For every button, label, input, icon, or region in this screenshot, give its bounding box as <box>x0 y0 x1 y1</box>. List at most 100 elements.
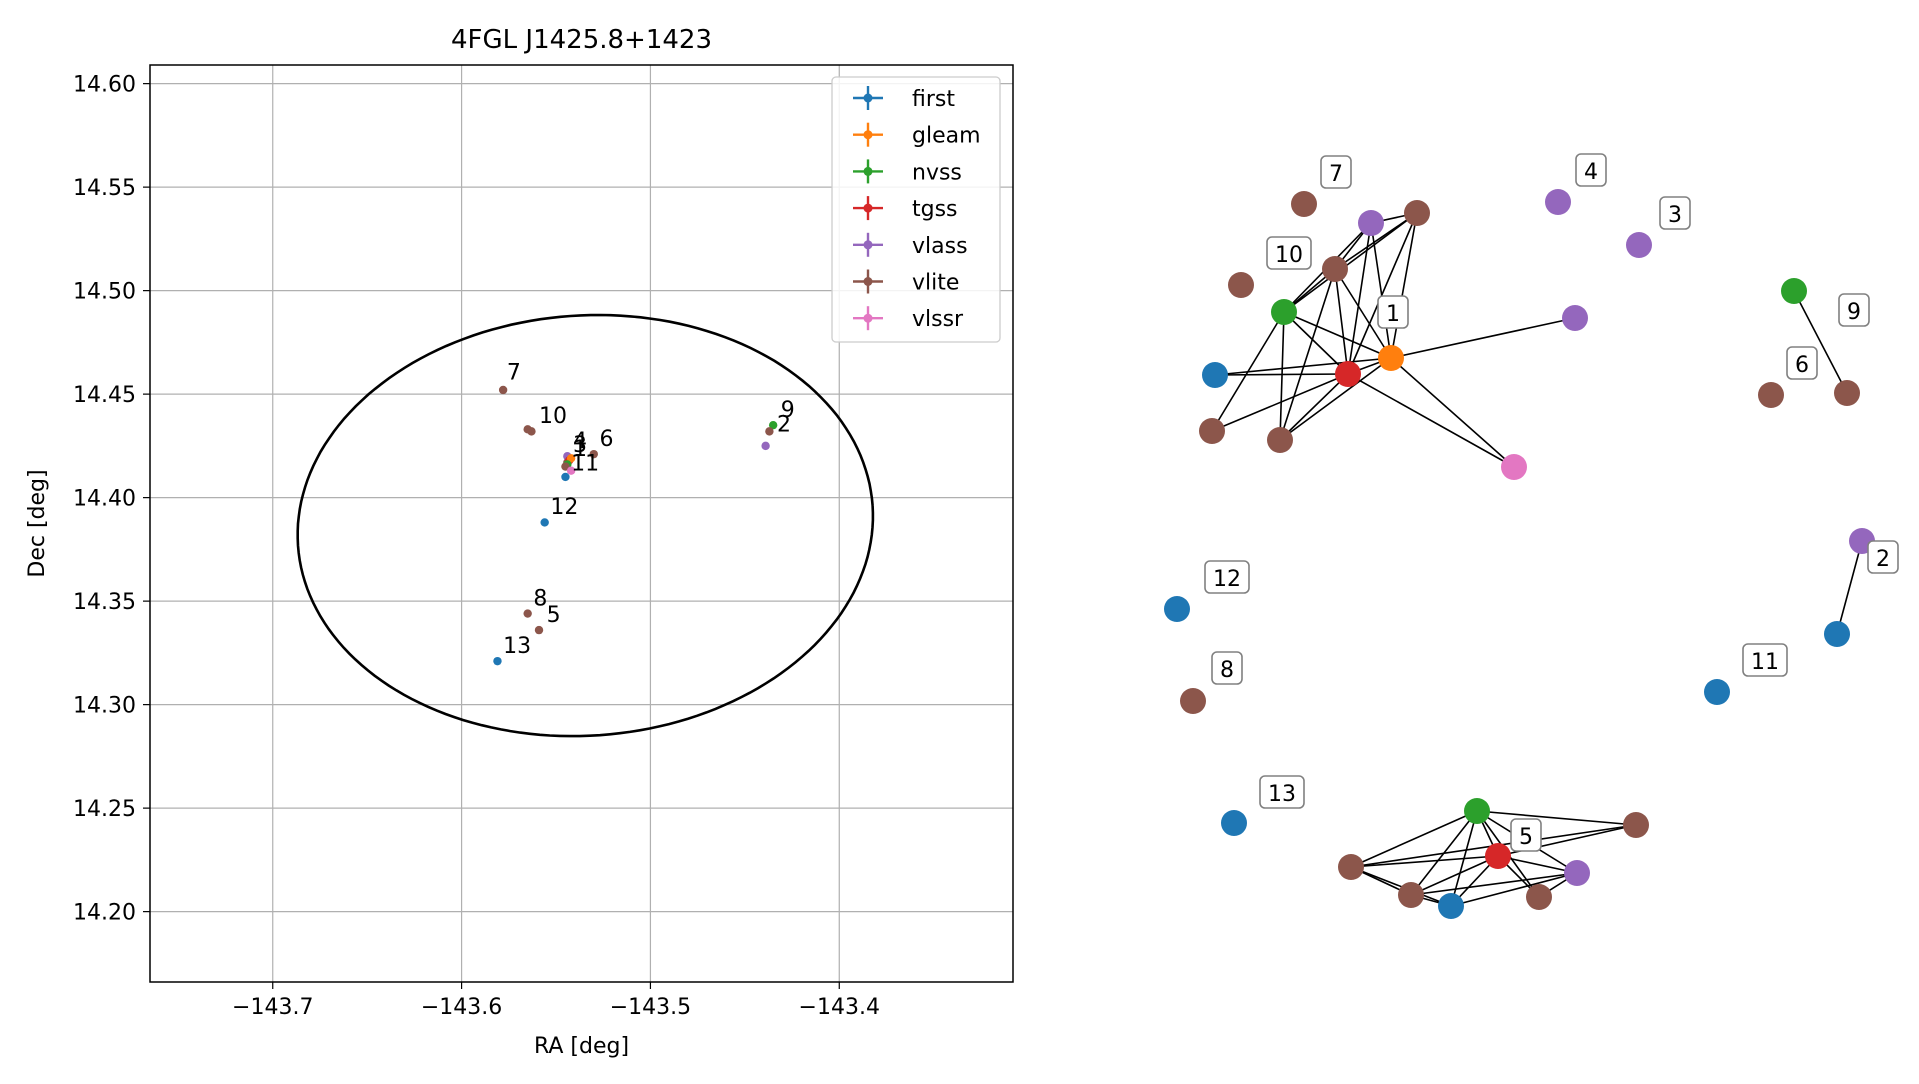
group-label-box <box>1259 775 1305 809</box>
graph-node-vlite <box>1180 688 1206 714</box>
y-axis-label: Dec [deg] <box>25 469 50 577</box>
group-label-box <box>1659 196 1691 230</box>
graph-node-vlite <box>1526 884 1552 910</box>
group-label-text: 3 <box>1668 203 1682 228</box>
graph-edge <box>1214 373 1349 376</box>
graph-node-gleam <box>1378 345 1404 371</box>
points-layer <box>493 385 778 666</box>
group-label-text: 1 <box>1386 302 1400 327</box>
group-label-text: 8 <box>1220 658 1234 683</box>
group-label: 3 <box>1659 196 1691 230</box>
group-label: 2 <box>1867 540 1899 574</box>
group-label-box <box>1377 295 1409 329</box>
legend-marker <box>863 130 873 140</box>
source-point-vlssr <box>566 466 576 475</box>
graph-node-vlite <box>1228 272 1254 298</box>
point-label: 4 <box>573 429 587 454</box>
legend-item-gleam: gleam <box>853 122 981 149</box>
x-tick-label: −143.6 <box>421 995 502 1020</box>
group-label-text: 6 <box>1795 353 1809 378</box>
group-label: 4 <box>1575 153 1607 187</box>
graph-edge <box>1350 810 1478 868</box>
y-tick-label: 14.30 <box>73 694 136 719</box>
legend-box <box>831 76 1001 343</box>
source-point-vlite <box>523 609 532 618</box>
group-label-box <box>1786 346 1818 380</box>
graph-edge <box>1214 357 1392 376</box>
nodes-layer <box>1164 189 1875 919</box>
point-label: 8 <box>533 586 547 611</box>
graph-edge <box>1836 540 1863 635</box>
group-label-text: 2 <box>1876 547 1890 572</box>
group-label-text: 12 <box>1213 567 1241 592</box>
graph-edge <box>1347 222 1372 375</box>
graph-node-first <box>1164 596 1190 622</box>
graph-edge <box>1390 317 1576 359</box>
source-point-vlite <box>498 385 508 395</box>
graph-node-vlass <box>1358 210 1384 236</box>
legend-marker <box>863 313 873 323</box>
group-label-text: 4 <box>1584 160 1598 185</box>
graph-node-first <box>1824 621 1850 647</box>
point-label: 5 <box>547 603 561 628</box>
graph-node-nvss <box>1781 278 1807 304</box>
y-tick-label: 14.25 <box>73 797 136 822</box>
group-label-box <box>1211 651 1243 685</box>
ticks-layer: −143.7 −143.6 −143.5 −143.4 14.20 14.25 14.30 1… <box>73 73 880 1020</box>
group-label-box <box>1320 155 1352 189</box>
graph-node-vlite <box>1404 200 1430 226</box>
source-point-vlite <box>534 625 544 635</box>
graph-edge <box>1283 311 1392 359</box>
y-tick-label: 14.20 <box>73 901 136 926</box>
source-point-gleam <box>566 454 576 463</box>
group-label-text: 11 <box>1751 650 1779 675</box>
legend-label: first <box>912 87 955 112</box>
group-label: 5 <box>1510 818 1542 852</box>
source-point-vlite <box>589 449 598 459</box>
graph-edge <box>1334 268 1349 375</box>
group-label: 13 <box>1259 775 1305 809</box>
graph-edge <box>1347 212 1418 375</box>
legend-item-vlssr: vlssr <box>853 306 964 332</box>
group-label-box <box>1575 153 1607 187</box>
graph-edge <box>1410 872 1578 896</box>
legend-item-vlite: vlite <box>853 269 959 296</box>
graph-edge <box>1347 373 1515 468</box>
group-label: 9 <box>1838 293 1870 327</box>
graph-edge <box>1279 357 1392 441</box>
graph-node-vlite <box>1291 191 1317 217</box>
y-tick-label: 14.35 <box>73 590 136 615</box>
y-tick-label: 14.60 <box>73 73 136 98</box>
source-point-vlass <box>761 441 770 451</box>
graph-edge <box>1350 855 1499 868</box>
legend-item-nvss: nvss <box>853 159 962 185</box>
graph-edge <box>1390 212 1418 359</box>
group-label: 12 <box>1204 560 1250 594</box>
group-label-text: 9 <box>1847 300 1861 325</box>
source-point-vlite <box>523 425 532 434</box>
legend-label: vlite <box>912 271 959 296</box>
legend-marker <box>863 93 873 103</box>
graph-node-vlite <box>1199 418 1225 444</box>
group-label-box <box>1204 560 1250 594</box>
error-ellipse-layer <box>296 313 875 738</box>
graph-node-vlass <box>1562 305 1588 331</box>
legend: first gleam nvss tgss vlass vlite vlssr <box>831 76 1001 343</box>
group-label-box <box>1742 643 1788 677</box>
group-label-text: 13 <box>1268 782 1296 807</box>
graph-node-vlite <box>1338 854 1364 880</box>
legend-marker <box>863 277 873 286</box>
graph-node-vlite <box>1758 382 1784 408</box>
graph-node-vlite <box>1834 380 1860 406</box>
graph-edge <box>1279 311 1285 441</box>
graph-node-vlite <box>1267 427 1293 453</box>
group-labels-layer: 7 4 3 10 1 9 6 2 12 11 8 13 5 <box>1204 153 1899 852</box>
point-label: 2 <box>777 412 791 437</box>
group-label: 10 <box>1266 236 1312 270</box>
graph-node-first <box>1438 893 1464 919</box>
graph-node-first <box>1221 810 1247 836</box>
legend-label: vlssr <box>912 307 964 332</box>
y-tick-label: 14.55 <box>73 176 136 201</box>
source-point-first <box>540 518 549 527</box>
